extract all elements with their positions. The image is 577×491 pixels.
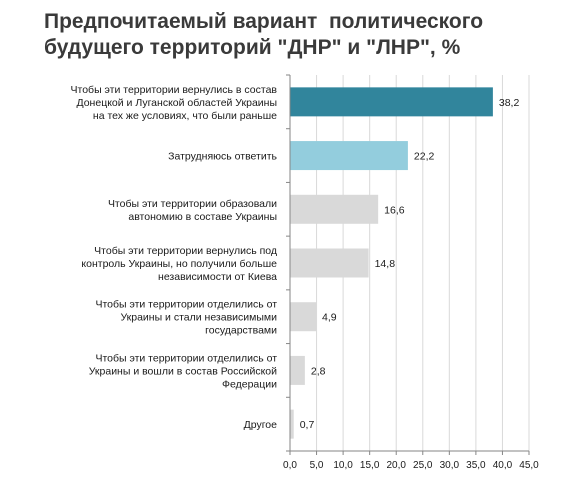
value-label: 22,2 <box>414 151 435 163</box>
x-tick-label: 10,0 <box>333 460 353 471</box>
category-label: Другое <box>244 419 278 431</box>
x-tick-label: 15,0 <box>360 460 380 471</box>
category-label-line: Чтобы эти территории отделились от <box>95 352 277 364</box>
category-label: Чтобы эти территории образовали автономию… <box>108 198 277 223</box>
x-tick-label: 35,0 <box>466 460 486 471</box>
x-tick-label: 30,0 <box>440 460 460 471</box>
x-tick-label: 45,0 <box>519 460 539 471</box>
category-label-line: на тех же условиях, что были раньше <box>93 110 277 122</box>
category-label: Затрудняюсь ответить <box>168 151 277 163</box>
category-label-line: государствами <box>205 325 277 337</box>
category-label-line: Чтобы эти территории вернулись в состав <box>71 84 278 96</box>
bars <box>290 87 493 439</box>
value-label: 4,9 <box>322 312 337 324</box>
value-label: 2,8 <box>311 365 326 377</box>
category-label-line: независимости от Киева <box>158 271 277 283</box>
x-tick-label: 25,0 <box>413 460 433 471</box>
chart-title: Предпочитаемый вариант политического буд… <box>44 9 564 61</box>
x-tick-label: 0,0 <box>283 460 297 471</box>
category-label-line: Донецкой и Луганской областей Украины <box>76 97 277 109</box>
x-tick-label: 5,0 <box>310 460 324 471</box>
value-label: 16,6 <box>384 204 405 216</box>
category-label: Чтобы эти территории вернулись под контро… <box>81 245 277 283</box>
value-label: 38,2 <box>499 97 520 109</box>
category-label-line: автономию в составе Украины <box>128 211 277 223</box>
value-label: 14,8 <box>375 258 396 270</box>
category-label-line: Чтобы эти территории отделились от <box>95 299 277 311</box>
category-label: Чтобы эти территории вернулись в состав Д… <box>71 84 278 122</box>
category-label-line: контроль Украины, но получили больше <box>81 258 277 270</box>
bar <box>290 302 317 332</box>
labels: 38,2 Чтобы эти территории вернулись в сос… <box>71 84 540 471</box>
category-label-line: Затрудняюсь ответить <box>168 151 277 163</box>
value-label: 0,7 <box>300 419 315 431</box>
axes <box>286 74 530 455</box>
bar <box>290 87 493 117</box>
category-label-line: Украины и вошли в состав Российской <box>89 365 277 377</box>
bar <box>290 355 305 385</box>
bar <box>290 248 369 278</box>
category-label-line: Украины и стали независимыми <box>120 312 277 324</box>
chart-title-line-1: Предпочитаемый вариант политического <box>44 10 484 33</box>
category-label-line: Другое <box>244 419 278 431</box>
category-label-line: Федерации <box>222 378 277 390</box>
x-tick-label: 20,0 <box>386 460 406 471</box>
category-label-line: Чтобы эти территории образовали <box>108 198 277 210</box>
category-label-line: Чтобы эти территории вернулись под <box>94 245 277 257</box>
chart-title-line-2: будущего территорий "ДНР" и "ЛНР", % <box>44 36 461 59</box>
x-tick-label: 40,0 <box>493 460 513 471</box>
bar <box>290 409 294 439</box>
category-label: Чтобы эти территории отделились от Украин… <box>89 352 277 390</box>
category-label: Чтобы эти территории отделились от Украин… <box>95 299 277 337</box>
bar <box>290 141 408 171</box>
bar <box>290 194 379 224</box>
